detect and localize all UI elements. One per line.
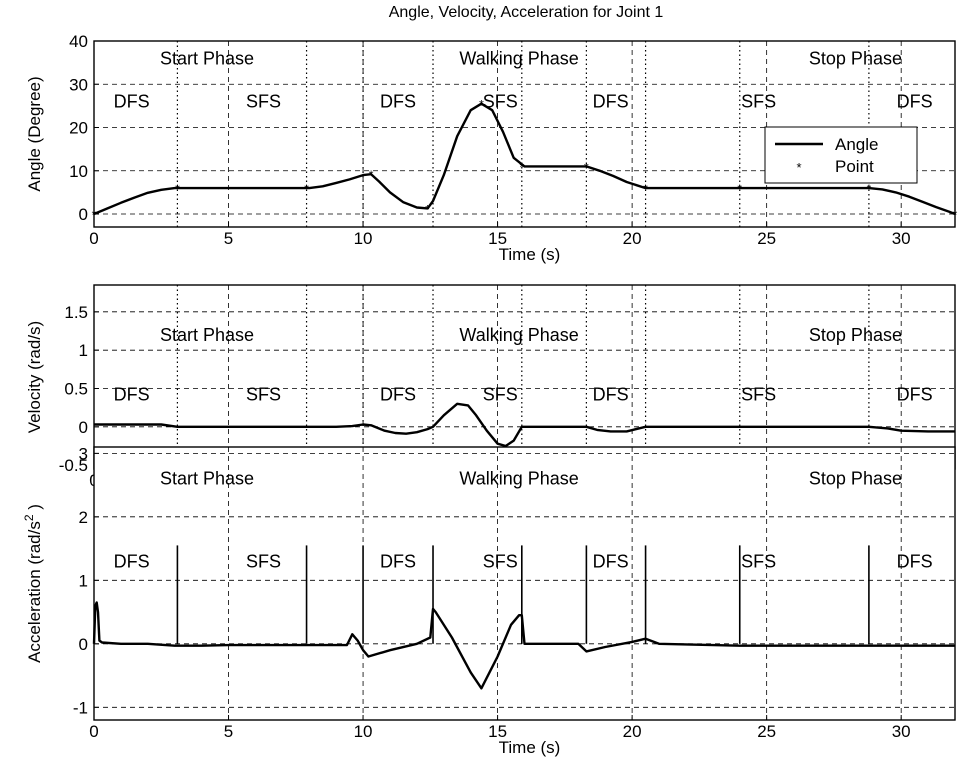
phase-label: Start Phase xyxy=(160,48,254,68)
x-tick-label: 5 xyxy=(224,722,233,741)
data-point: * xyxy=(175,182,180,196)
legend: Angle * Point xyxy=(764,126,918,184)
axes-frame xyxy=(93,40,956,228)
y-tick-label: 1.5 xyxy=(64,303,88,322)
y-axis-label: Velocity (rad/s) xyxy=(25,321,44,433)
series-line xyxy=(94,402,955,448)
y-tick-label: 0 xyxy=(79,635,88,654)
y-tick-label: 20 xyxy=(69,119,88,138)
panel-3: Start Phase Walking Phase Stop Phase DFS SFS… xyxy=(22,444,956,757)
y-tick-label: 0 xyxy=(79,205,88,224)
data-point: * xyxy=(304,182,309,196)
x-tick-label: 15 xyxy=(488,229,507,248)
y-axis-label: Angle (Degree) xyxy=(25,76,44,191)
support-phase-label: SFS xyxy=(741,385,776,405)
phase-label: Start Phase xyxy=(160,325,254,345)
support-phase-label: DFS xyxy=(897,92,933,112)
x-tick-label: 20 xyxy=(623,229,642,248)
support-phase-label: SFS xyxy=(741,551,776,571)
y-tick-label: 1 xyxy=(79,571,88,590)
support-phase-label: SFS xyxy=(483,385,518,405)
data-point: * xyxy=(643,182,648,196)
support-phase-label: SFS xyxy=(246,551,281,571)
phase-label: Stop Phase xyxy=(809,48,902,68)
y-axis-label: Acceleration (rad/s2 ) xyxy=(22,504,44,663)
x-tick-label: 20 xyxy=(623,722,642,741)
y-tick-label: 10 xyxy=(69,162,88,181)
data-point: * xyxy=(425,202,430,216)
support-phase-label: SFS xyxy=(483,92,518,112)
support-phase-label: SFS xyxy=(741,92,776,112)
plot-area xyxy=(94,285,955,469)
support-phase-label: DFS xyxy=(897,385,933,405)
support-phase-label: SFS xyxy=(246,385,281,405)
axes-frame xyxy=(93,446,956,721)
x-tick-label: 5 xyxy=(224,229,233,248)
data-point: * xyxy=(867,182,872,196)
y-tick-label: 0.5 xyxy=(64,380,88,399)
phase-label: Stop Phase xyxy=(809,469,902,489)
support-phase-label: DFS xyxy=(380,385,416,405)
data-point: * xyxy=(369,168,374,182)
phase-label: Stop Phase xyxy=(809,325,902,345)
y-tick-label: -0.5 xyxy=(59,456,88,475)
support-phase-label: DFS xyxy=(593,385,629,405)
y-tick-label: 40 xyxy=(69,32,88,51)
y-axis-label-superscript: 2 xyxy=(22,514,36,521)
phase-label: Walking Phase xyxy=(459,325,578,345)
data-point: * xyxy=(737,182,742,196)
y-tick-label: 0 xyxy=(79,418,88,437)
support-phase-label: SFS xyxy=(246,92,281,112)
support-phase-label: SFS xyxy=(483,551,518,571)
plot-area xyxy=(94,447,955,720)
x-tick-label: 10 xyxy=(354,722,373,741)
support-phase-label: DFS xyxy=(114,385,150,405)
phase-label: Start Phase xyxy=(160,469,254,489)
series-line xyxy=(93,102,956,216)
y-tick-label: 1 xyxy=(79,341,88,360)
x-tick-label: 30 xyxy=(892,229,911,248)
support-phase-label: DFS xyxy=(380,92,416,112)
legend-box xyxy=(764,126,918,184)
support-phase-label: DFS xyxy=(380,551,416,571)
y-tick-label: 2 xyxy=(79,508,88,527)
y-axis-label-end: ) xyxy=(25,504,44,514)
x-tick-label: 0 xyxy=(89,229,98,248)
data-point: * xyxy=(479,98,484,112)
support-phase-label: DFS xyxy=(897,551,933,571)
support-phase-label: DFS xyxy=(114,92,150,112)
series-line xyxy=(92,601,955,690)
y-tick-label: 30 xyxy=(69,75,88,94)
figure-title: Angle, Velocity, Acceleration for Joint … xyxy=(389,4,664,21)
panels: Start Phase Walking Phase Stop Phase DFS SFS… xyxy=(22,32,958,757)
phase-label: Walking Phase xyxy=(459,469,578,489)
panel-1: Start Phase Walking Phase Stop Phase DFS SFS… xyxy=(25,32,958,264)
legend-label: Angle xyxy=(835,135,878,154)
data-point: * xyxy=(519,160,524,174)
data-point: * xyxy=(584,160,589,174)
phase-label: Walking Phase xyxy=(459,48,578,68)
support-phase-label: DFS xyxy=(114,551,150,571)
x-tick-label: 25 xyxy=(757,229,776,248)
y-tick-label: -1 xyxy=(73,698,88,717)
x-tick-label: 30 xyxy=(892,722,911,741)
panel-2: Start Phase Walking Phase Stop Phase DFS SFS… xyxy=(25,284,956,506)
y-tick-label: 3 xyxy=(79,444,88,463)
x-axis-label: Time (s) xyxy=(499,245,561,264)
legend-label: Point xyxy=(835,157,874,176)
legend-star-swatch: * xyxy=(796,160,801,175)
support-phase-label: DFS xyxy=(593,551,629,571)
x-tick-label: 15 xyxy=(488,722,507,741)
x-tick-label: 25 xyxy=(757,722,776,741)
x-tick-label: 10 xyxy=(354,229,373,248)
x-axis-label: Time (s) xyxy=(499,738,561,757)
x-tick-label: 0 xyxy=(89,722,98,741)
support-phase-label: DFS xyxy=(593,92,629,112)
